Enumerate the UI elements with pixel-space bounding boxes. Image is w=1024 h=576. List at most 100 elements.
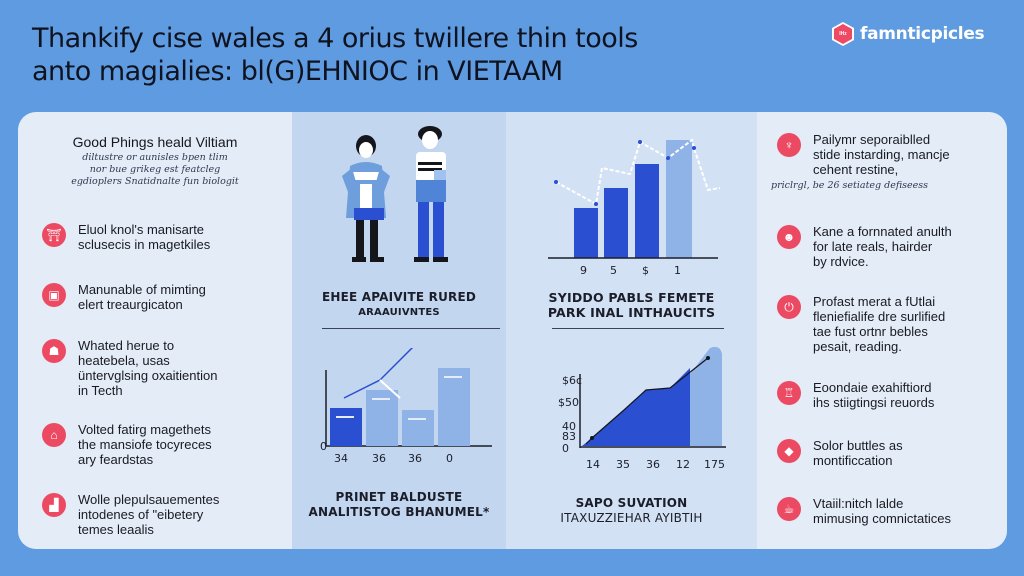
- right-feature-item: ♖ Eoondaie exahiftiord ihs stiigtingsi r…: [777, 380, 934, 410]
- headline-line-2: anto magialies: bl(G)EHNIOC in VIETAAM: [32, 56, 563, 87]
- svg-text:0: 0: [446, 452, 453, 465]
- svg-text:35: 35: [616, 458, 630, 471]
- calendar-icon: ▣: [42, 283, 66, 307]
- feature-text-line: pesait, reading.: [813, 339, 902, 354]
- feature-text-line: Eoondaie exahiftiord: [813, 380, 932, 395]
- divider: [552, 328, 724, 329]
- trophy-icon: ♖: [777, 381, 801, 405]
- illustration-caption: EHEE APAIVITE RURED ARAAUIVNTES: [292, 290, 506, 320]
- svg-text:1: 1: [674, 264, 681, 277]
- svg-text:14: 14: [586, 458, 600, 471]
- infographic-card: Good Phings heald Viltiam diltustre or a…: [18, 112, 1007, 549]
- feature-text-line: intodenes of "eibetery: [78, 507, 204, 522]
- feature-text-line: by rdvice.: [813, 254, 869, 269]
- middle-panel-a: EHEE APAIVITE RURED ARAAUIVNTES 0 34 36 …: [292, 112, 506, 549]
- feature-text-line: Vtaiil:nitch lalde: [813, 496, 904, 511]
- grouped-chart-caption: PRINET BALDUSTE ANALITISTOG BHANUMEL*: [292, 490, 506, 520]
- feature-text-line: Eluol knol's manisarte: [78, 222, 205, 237]
- feature-text-line: ary feardstas: [78, 452, 154, 467]
- caption-line: ITAXUZZIEHAR AYIBTIH: [560, 511, 703, 525]
- right-feature-item: ♆ Pailymr seporaiblled stide instarding,…: [777, 132, 950, 177]
- pavilion-icon: ⛩: [42, 223, 66, 247]
- feature-text-line: Pailymr seporaiblled: [813, 132, 931, 147]
- caption-line: ARAAUIVNTES: [358, 307, 440, 318]
- caption-line: SYIDDO PABLS FEMETE: [548, 290, 715, 305]
- left-feature-item: ▣ Manunable of mimting elert treaurgicat…: [42, 282, 206, 312]
- left-feature-item: ⛩ Eluol knol's manisarte sclusecis in ma…: [42, 222, 210, 252]
- feature-text-line: in Tecth: [78, 383, 123, 398]
- svg-text:5: 5: [610, 264, 617, 277]
- caption-line: ANALITISTOG BHANUMEL*: [308, 505, 490, 519]
- people-illustration-icon: [342, 126, 448, 262]
- feature-text-line: temes leaalis: [78, 522, 154, 537]
- svg-text:175: 175: [704, 458, 725, 471]
- caption-line: EHEE APAIVITE RURED: [321, 290, 477, 304]
- chart-growth-icon: ▟: [42, 493, 66, 517]
- svg-text:36: 36: [408, 452, 422, 465]
- brand-name: famnticpicles: [860, 24, 985, 44]
- svg-text:9: 9: [580, 264, 587, 277]
- svg-text:$: $: [642, 264, 649, 277]
- middle-panel-b: 9 5 $ 1 SYIDDO PABLS FEMETE PARK INAL IN…: [506, 112, 757, 549]
- right-note: priclrgl, be 26 setiateg defiseess: [771, 180, 929, 191]
- feature-text-line: tae fust ortnr bebles: [813, 324, 928, 339]
- intro-subtitle-1: diltustre or aunisles bpen tlim: [82, 152, 228, 163]
- brand-logo[interactable]: lHz famnticpicles: [832, 22, 985, 46]
- feature-text-line: Volted fatirg magethets: [78, 422, 211, 437]
- feature-text-line: for late reals, hairder: [813, 239, 933, 254]
- power-icon: ⏻: [777, 295, 801, 319]
- intro-block: Good Phings heald Viltiam diltustre or a…: [18, 134, 292, 188]
- caption-line: PARK INAL INTHAUCITS: [547, 305, 716, 320]
- intro-title: Good Phings heald Viltiam: [72, 134, 238, 150]
- svg-text:12: 12: [676, 458, 690, 471]
- left-feature-item: ⌂ Volted fatirg magethets the mansiofe t…: [42, 422, 212, 467]
- feature-text-line: Profast merat a fUtlai: [813, 294, 936, 309]
- feature-text-line: Kane a fornnated anulth: [813, 224, 952, 239]
- right-panel: ♆ Pailymr seporaiblled stide instarding,…: [757, 112, 1007, 549]
- left-panel: Good Phings heald Viltiam diltustre or a…: [18, 112, 292, 549]
- feature-text-line: fleniefialife dre surlified: [813, 309, 946, 324]
- headline-line-1: Thankify cise wales a 4 orius twillere t…: [32, 23, 638, 54]
- feature-text-line: Whated herue to: [78, 338, 175, 353]
- feature-text-line: sclusecis in magetkiles: [78, 237, 211, 252]
- svg-text:$6c: $6c: [562, 374, 582, 387]
- feature-text-line: the mansiofe tocyreces: [78, 437, 212, 452]
- svg-text:$50: $50: [558, 396, 579, 409]
- hexagon-logo-icon: lHz: [832, 22, 854, 46]
- feature-text-line: heatebela, usas: [78, 353, 170, 368]
- svg-text:83: 83: [562, 430, 576, 443]
- feature-text-line: montificcation: [813, 453, 893, 468]
- intro-subtitle-3: egdioplers Snatidnalte fun biologit: [71, 176, 239, 187]
- svg-text:0: 0: [320, 440, 327, 453]
- svg-text:34: 34: [334, 452, 348, 465]
- left-feature-item: ☗ Whated herue to heatebela, usas ünterv…: [42, 338, 217, 398]
- person-icon: ☗: [42, 339, 66, 363]
- bar-line-chart: 9 5 $ 1: [548, 138, 721, 277]
- area-chart: $6c $50 40 83 0 14 35 36 12 175: [558, 346, 726, 471]
- cup-icon: ☕: [777, 497, 801, 521]
- right-feature-item: ⏻ Profast merat a fUtlai fleniefialife d…: [777, 294, 945, 354]
- tag-icon: ◆: [777, 439, 801, 463]
- feature-text-line: ihs stiigtingsi reuords: [813, 395, 935, 410]
- caption-line: SAPO SUVATION: [575, 496, 688, 510]
- feature-text-line: stide instarding, mancje: [813, 147, 950, 162]
- feature-text-line: Wolle plepulsauementes: [78, 492, 220, 507]
- torch-icon: ♆: [777, 133, 801, 157]
- svg-text:40: 40: [562, 420, 576, 433]
- svg-text:0: 0: [562, 442, 569, 455]
- feature-text-line: Manunable of mimting: [78, 282, 206, 297]
- intro-subtitle-2: nor bue grikeg est featcleg: [89, 164, 221, 175]
- right-feature-item: ◆ Solor buttles as montificcation: [777, 438, 903, 468]
- caption-line: PRINET BALDUSTE: [335, 490, 463, 504]
- feature-text-line: elert treaurgicaton: [78, 297, 183, 312]
- right-feature-item: ☕ Vtaiil:nitch lalde mimusing comnictati…: [777, 496, 951, 526]
- robot-icon: ☻: [777, 225, 801, 249]
- feature-text-line: mimusing comnictatices: [813, 511, 951, 526]
- divider: [322, 328, 500, 329]
- feature-text-line: Solor buttles as: [813, 438, 903, 453]
- svg-text:36: 36: [372, 452, 386, 465]
- feature-text-line: cehent restine,: [813, 162, 899, 177]
- page-headline: Thankify cise wales a 4 orius twillere t…: [32, 22, 732, 88]
- building-icon: ⌂: [42, 423, 66, 447]
- grouped-bar-chart: 0 34 36 36 0: [320, 348, 492, 465]
